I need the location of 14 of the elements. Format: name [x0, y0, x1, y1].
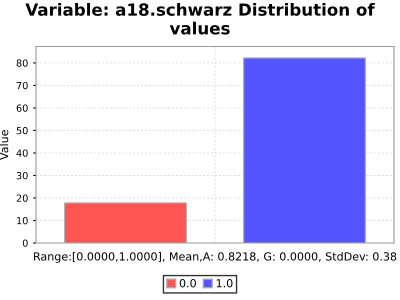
x-axis-title: Range:[0.0000,1.0000], Mean,A: 0.8218, G: 0.0000, StdDev: 0.38 [34, 252, 396, 263]
chart-title: Variable: a18.schwarz Distribution of values [25, 3, 375, 35]
y-tick-label: 0 [22, 239, 28, 247]
y-tick-label: 10 [17, 216, 28, 224]
y-axis-title: Value [0, 130, 8, 160]
y-tick-label: 20 [16, 194, 28, 202]
legend-label: 1.0 [216, 279, 232, 288]
y-tick-label: 60 [16, 104, 28, 112]
y-tick-label: 80 [16, 59, 28, 67]
y-tick-label: 70 [16, 82, 28, 90]
y-tick-label: 40 [16, 149, 28, 157]
y-tick-label: 50 [16, 126, 28, 134]
legend-label: 0.0 [180, 279, 196, 288]
y-tick-label: 30 [16, 172, 28, 180]
